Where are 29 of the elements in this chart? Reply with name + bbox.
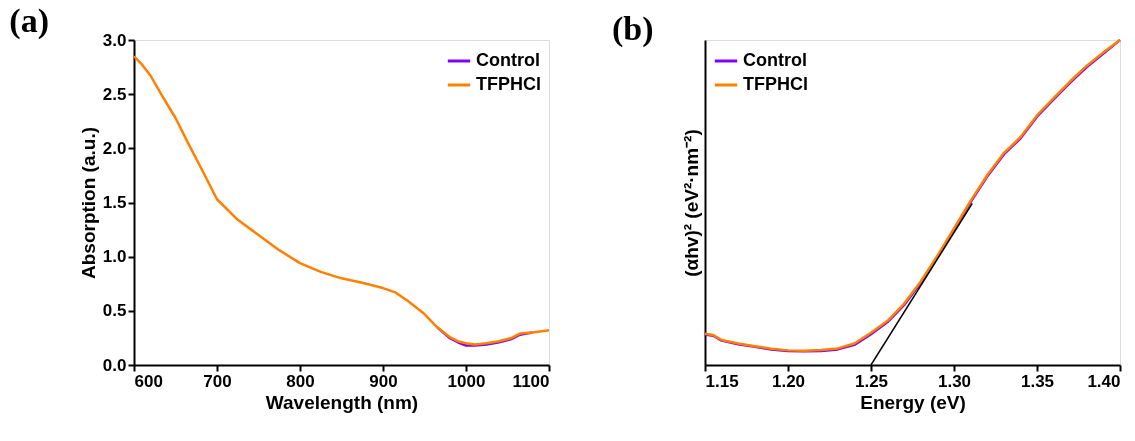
x-tick-label: 1.25 xyxy=(854,371,889,391)
chart-title: (b) xyxy=(612,9,654,48)
legend-label: Control xyxy=(743,50,807,70)
legend-label: Control xyxy=(476,50,540,70)
chart-title: (a) xyxy=(9,2,50,40)
x-tick-label: 800 xyxy=(286,371,315,391)
x-tick-label: 1.35 xyxy=(1020,371,1055,391)
x-axis-title: Energy (eV) xyxy=(860,391,966,413)
y-tick-label: 2.5 xyxy=(102,84,127,104)
y-tick-label: 3.0 xyxy=(102,30,127,50)
x-tick-label: 1.20 xyxy=(771,371,806,391)
y-axis-title: Absorption (a.u.) xyxy=(77,127,99,279)
x-tick-label: 1.30 xyxy=(937,371,972,391)
y-axis-title: (αhv)² (eV²·nm⁻²) xyxy=(680,129,702,277)
x-tick-label: 900 xyxy=(369,371,398,391)
x-tick-label: 1000 xyxy=(447,371,486,391)
y-tick-label: 1.5 xyxy=(102,193,127,212)
x-tick-label: 1100 xyxy=(512,371,550,391)
x-axis-title: Wavelength (nm) xyxy=(265,391,419,413)
x-tick-label: 1.15 xyxy=(705,371,739,391)
y-tick-label: 0.5 xyxy=(102,301,127,321)
x-tick-label: 1.40 xyxy=(1087,371,1121,391)
y-tick-label: 1.0 xyxy=(102,247,127,267)
legend-label: TFPHCl xyxy=(476,74,541,94)
x-tick-label: 700 xyxy=(203,371,232,391)
legend-label: TFPHCl xyxy=(743,74,808,94)
x-tick-label: 600 xyxy=(134,371,163,391)
y-tick-label: 0.0 xyxy=(102,355,127,375)
y-tick-label: 2.0 xyxy=(102,138,127,158)
